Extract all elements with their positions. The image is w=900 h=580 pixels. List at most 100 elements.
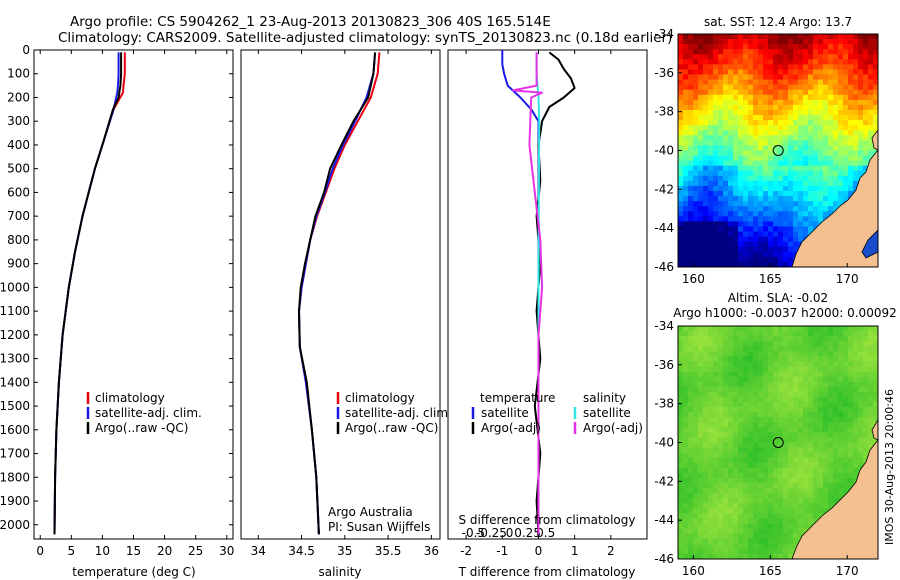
map-cell bbox=[833, 125, 839, 131]
map-cell bbox=[763, 180, 769, 187]
map-cell bbox=[808, 34, 814, 40]
map-cell bbox=[743, 109, 749, 116]
map-cell bbox=[773, 427, 779, 433]
map-cell bbox=[778, 135, 784, 141]
map-cell bbox=[708, 493, 714, 499]
map-cell bbox=[743, 104, 749, 111]
map-cell bbox=[868, 336, 874, 342]
map-cell bbox=[728, 246, 734, 253]
map-cell bbox=[848, 175, 854, 182]
map-cell bbox=[708, 366, 714, 372]
map-cell bbox=[683, 104, 689, 111]
map-cell bbox=[728, 508, 734, 514]
map-cell bbox=[748, 518, 754, 524]
map-cell bbox=[868, 59, 874, 65]
map-cell bbox=[783, 150, 789, 156]
map-cell bbox=[768, 346, 774, 352]
map-cell bbox=[843, 39, 849, 45]
map-cell bbox=[688, 64, 694, 70]
map-cell bbox=[748, 79, 754, 85]
map-cell bbox=[758, 336, 764, 342]
map-cell bbox=[818, 401, 824, 408]
map-cell bbox=[733, 251, 739, 258]
map-cell bbox=[838, 59, 844, 65]
difference-legend-salinity-title: salinity bbox=[583, 391, 626, 405]
map-cell bbox=[823, 109, 829, 116]
map-cell bbox=[688, 135, 694, 141]
map-cell bbox=[733, 216, 739, 222]
map-cell bbox=[718, 160, 724, 166]
map-cell bbox=[803, 457, 809, 464]
map-cell bbox=[823, 376, 829, 383]
map-cell bbox=[688, 498, 694, 504]
map-cell bbox=[813, 488, 819, 494]
map-cell bbox=[763, 326, 769, 332]
map-cell bbox=[683, 256, 689, 263]
map-cell bbox=[753, 427, 759, 433]
map-cell bbox=[798, 109, 804, 116]
map-cell bbox=[748, 432, 754, 438]
map-cell bbox=[808, 221, 814, 227]
map-cell bbox=[818, 483, 824, 489]
map-cell bbox=[713, 452, 719, 458]
map-cell bbox=[833, 412, 839, 418]
map-cell bbox=[693, 49, 699, 55]
map-cell bbox=[873, 104, 878, 111]
map-cell bbox=[708, 488, 714, 494]
map-cell bbox=[853, 84, 859, 91]
map-cell bbox=[693, 130, 699, 136]
map-cell bbox=[698, 64, 704, 70]
map-cell bbox=[798, 513, 804, 519]
map-cell bbox=[833, 351, 839, 357]
map-cell bbox=[738, 407, 744, 413]
map-cell bbox=[773, 346, 779, 352]
map-cell bbox=[703, 462, 709, 469]
map-cell bbox=[868, 346, 874, 352]
map-cell bbox=[773, 170, 779, 177]
map-cell bbox=[838, 376, 844, 383]
map-cell bbox=[703, 206, 709, 212]
map-cell bbox=[758, 180, 764, 187]
map-cell bbox=[748, 391, 754, 398]
map-cell bbox=[698, 401, 704, 408]
map-cell bbox=[748, 493, 754, 499]
map-cell bbox=[863, 104, 869, 111]
map-ytick-label: -38 bbox=[654, 105, 674, 119]
map-cell bbox=[748, 44, 754, 50]
map-cell bbox=[818, 361, 824, 367]
map-cell bbox=[713, 407, 719, 413]
map-cell bbox=[748, 412, 754, 418]
map-cell bbox=[848, 442, 854, 448]
map-cell bbox=[758, 89, 764, 96]
map-cell bbox=[698, 135, 704, 141]
institution-label: Argo Australia bbox=[328, 505, 413, 519]
map-cell bbox=[693, 336, 699, 342]
map-cell bbox=[703, 543, 709, 550]
map-cell bbox=[783, 216, 789, 222]
map-cell bbox=[758, 391, 764, 398]
map-cell bbox=[693, 145, 699, 151]
map-cell bbox=[693, 216, 699, 222]
map-cell bbox=[733, 130, 739, 136]
map-cell bbox=[678, 49, 684, 55]
ytick-label: 400 bbox=[7, 138, 30, 152]
map-cell bbox=[743, 120, 749, 126]
map-cell bbox=[803, 125, 809, 131]
map-cell bbox=[868, 125, 874, 131]
map-cell bbox=[783, 241, 789, 248]
map-cell bbox=[698, 457, 704, 464]
map-cell bbox=[863, 79, 869, 85]
map-cell bbox=[748, 467, 754, 474]
map-cell bbox=[828, 180, 834, 187]
map-cell bbox=[818, 64, 824, 70]
map-cell bbox=[833, 391, 839, 398]
map-cell bbox=[838, 452, 844, 458]
map-cell bbox=[763, 432, 769, 438]
map-cell bbox=[818, 206, 824, 212]
map-cell bbox=[823, 472, 829, 479]
map-cell bbox=[683, 407, 689, 413]
map-cell bbox=[683, 351, 689, 357]
map-cell bbox=[728, 236, 734, 242]
map-cell bbox=[778, 361, 784, 367]
